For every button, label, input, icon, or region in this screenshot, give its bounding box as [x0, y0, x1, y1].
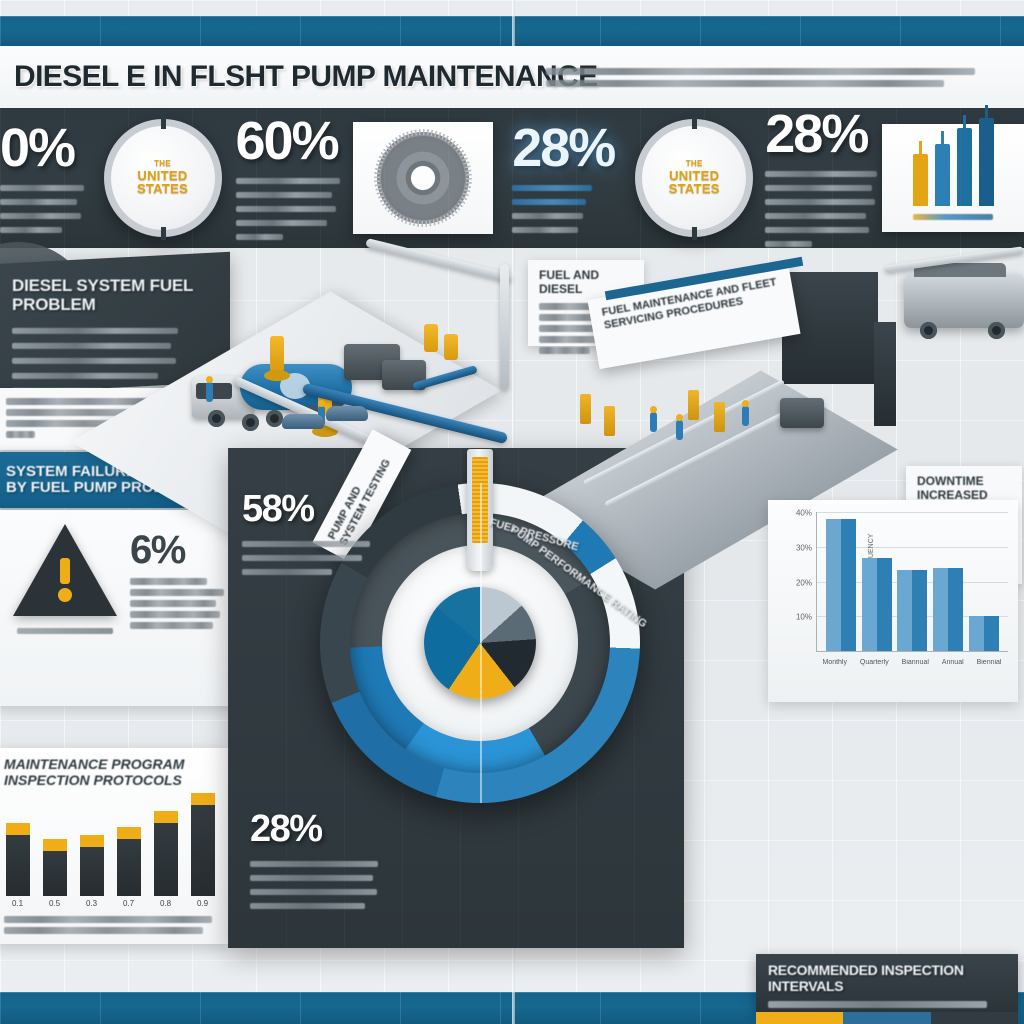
tire-photo-card: [347, 108, 498, 248]
xtick-label: Biannual: [901, 659, 929, 666]
badge2-line-mid: UNITED: [669, 167, 720, 183]
strip-bar-chart: [912, 105, 994, 206]
stat-right-b-value: 28%: [765, 104, 869, 165]
badge-line-bottom: STATES: [136, 181, 189, 197]
maintenance-program-chart-panel: MAINTENANCE PROGRAM INSPECTION PROTOCOLS…: [0, 748, 228, 944]
fuel-pump-donut-chart: FUEL PRESSURE PUMP PERFORMANCE RATING: [320, 449, 649, 803]
interval-tile-2: 13%: [843, 1012, 931, 1024]
diesel-system-heading: DIESEL SYSTEM FUEL PROBLEM: [12, 275, 193, 314]
shop-worker: [742, 400, 749, 426]
center-stat-top: 58%: [242, 488, 370, 575]
inspection-frequency-chart-panel: 40% 30% 20% 10% MAINTENANCE FREQUENCY Mo…: [768, 500, 1018, 702]
stat-right-b: 28%: [765, 104, 882, 248]
ytick-label: 20%: [795, 578, 812, 587]
stat-strip: 0% THE UNITED STATES 60%: [0, 104, 1024, 248]
shop-lift: [688, 390, 699, 420]
stat-right-badge: THE UNITED STATES: [623, 108, 765, 248]
bar-column: 0.9: [189, 793, 216, 908]
warning-triangle-wrap: [6, 524, 124, 692]
xtick-label: Quarterly: [859, 659, 889, 666]
header-title-area: DIESEL E IN FLSHT PUMP MAINTENANCE: [0, 46, 598, 108]
header-intro-text: [512, 46, 1024, 108]
warning-triangle-icon: [13, 524, 117, 616]
badge-line-mid: UNITED: [137, 167, 188, 183]
poster-seam-overlay: [480, 483, 482, 803]
poster-header: DIESEL E IN FLSHT PUMP MAINTENANCE: [0, 46, 1024, 108]
tire-icon: [376, 132, 469, 224]
page-title: DIESEL E IN FLSHT PUMP MAINTENANCE: [14, 60, 598, 93]
iso-car: [326, 406, 368, 421]
interval-tile-3: 8%: [930, 1012, 1018, 1024]
maintenance-program-bars: 0.1 0.5 0.3 0.7 0.8 0.9: [4, 793, 216, 908]
poster-body: 0% DIESEL SYSTEM FUEL PROBLEM SYSTEM FAI…: [0, 237, 1024, 1024]
strip-bar-chart-card: [882, 105, 1024, 248]
ytick-label: 30%: [795, 543, 812, 553]
shop-lift: [714, 402, 725, 432]
iso-worker: [206, 376, 213, 402]
iso-pump-yellow: [424, 324, 438, 352]
iso-pipe-riser: [500, 264, 509, 390]
stat-right-a-value: 28%: [512, 118, 616, 179]
shop-worker: [650, 406, 657, 432]
center-stat-bottom-value: 28%: [250, 808, 323, 850]
bar-column: 0.8: [152, 811, 179, 908]
interval-stat-tiles: 6% 13% 8%: [756, 1012, 1018, 1024]
badge-line-top: THE: [154, 159, 171, 169]
stat-left-b: 60%: [235, 108, 348, 248]
united-states-badge-2: THE UNITED STATES: [635, 116, 754, 240]
shop-lift: [580, 394, 591, 424]
bar-column: [933, 512, 964, 651]
bar-column: [825, 512, 856, 651]
recommended-intervals-banner: RECOMMENDED INSPECTION INTERVALS: [756, 954, 1018, 1012]
center-stat-bottom: 28%: [250, 808, 378, 909]
center-stat-top-value: 58%: [242, 488, 315, 530]
bar-column: 0.1: [4, 823, 31, 908]
iso-car: [282, 414, 324, 429]
united-states-badge: THE UNITED STATES: [103, 116, 222, 240]
bar-column: [861, 512, 892, 651]
stat-left-a-value: 0%: [0, 118, 76, 179]
bar-column: 0.3: [78, 835, 105, 908]
downtime-heading: DOWNTIME INCREASED: [917, 474, 988, 502]
ytick-label: 10%: [795, 612, 812, 622]
recommended-intervals-heading: RECOMMENDED INSPECTION INTERVALS: [768, 962, 964, 994]
xtick-label: Annual: [941, 659, 964, 666]
shop-lift: [604, 406, 615, 436]
stat-right-a: 28%: [498, 108, 623, 248]
maintenance-program-title: MAINTENANCE PROGRAM INSPECTION PROTOCOLS: [4, 756, 185, 788]
badge2-line-bottom: STATES: [668, 181, 720, 197]
fuel-diesel-heading: FUEL AND DIESEL: [539, 268, 599, 296]
stat-left-badge: THE UNITED STATES: [90, 108, 236, 248]
badge2-line-top: THE: [685, 159, 703, 169]
inspection-frequency-plot: 40% 30% 20% 10% MAINTENANCE FREQUENCY: [796, 509, 1008, 652]
warning-card: 6%: [0, 510, 234, 706]
warning-stat-value: 6%: [130, 528, 186, 572]
bar-column: 0.5: [41, 839, 68, 908]
interval-tile-1: 6%: [756, 1012, 844, 1024]
inspection-frequency-bars: [823, 512, 1002, 651]
shop-crate: [780, 398, 824, 428]
intro-line-2: [546, 79, 944, 87]
iso-pump-yellow: [444, 334, 458, 360]
stat-left-a: 0%: [0, 108, 90, 248]
iso-post: [874, 322, 896, 426]
xtick-label: Monthly: [822, 659, 847, 666]
shop-worker: [676, 414, 683, 440]
bar-column: [897, 512, 928, 651]
warning-stat: 6%: [124, 524, 224, 692]
bar-column: [969, 512, 1000, 651]
intro-line-1: [546, 67, 976, 75]
bar-column: 0.7: [115, 827, 142, 908]
xtick-label: Biennial: [976, 659, 1002, 666]
stat-left-b-value: 60%: [235, 111, 340, 172]
ytick-label: 40%: [795, 508, 812, 518]
